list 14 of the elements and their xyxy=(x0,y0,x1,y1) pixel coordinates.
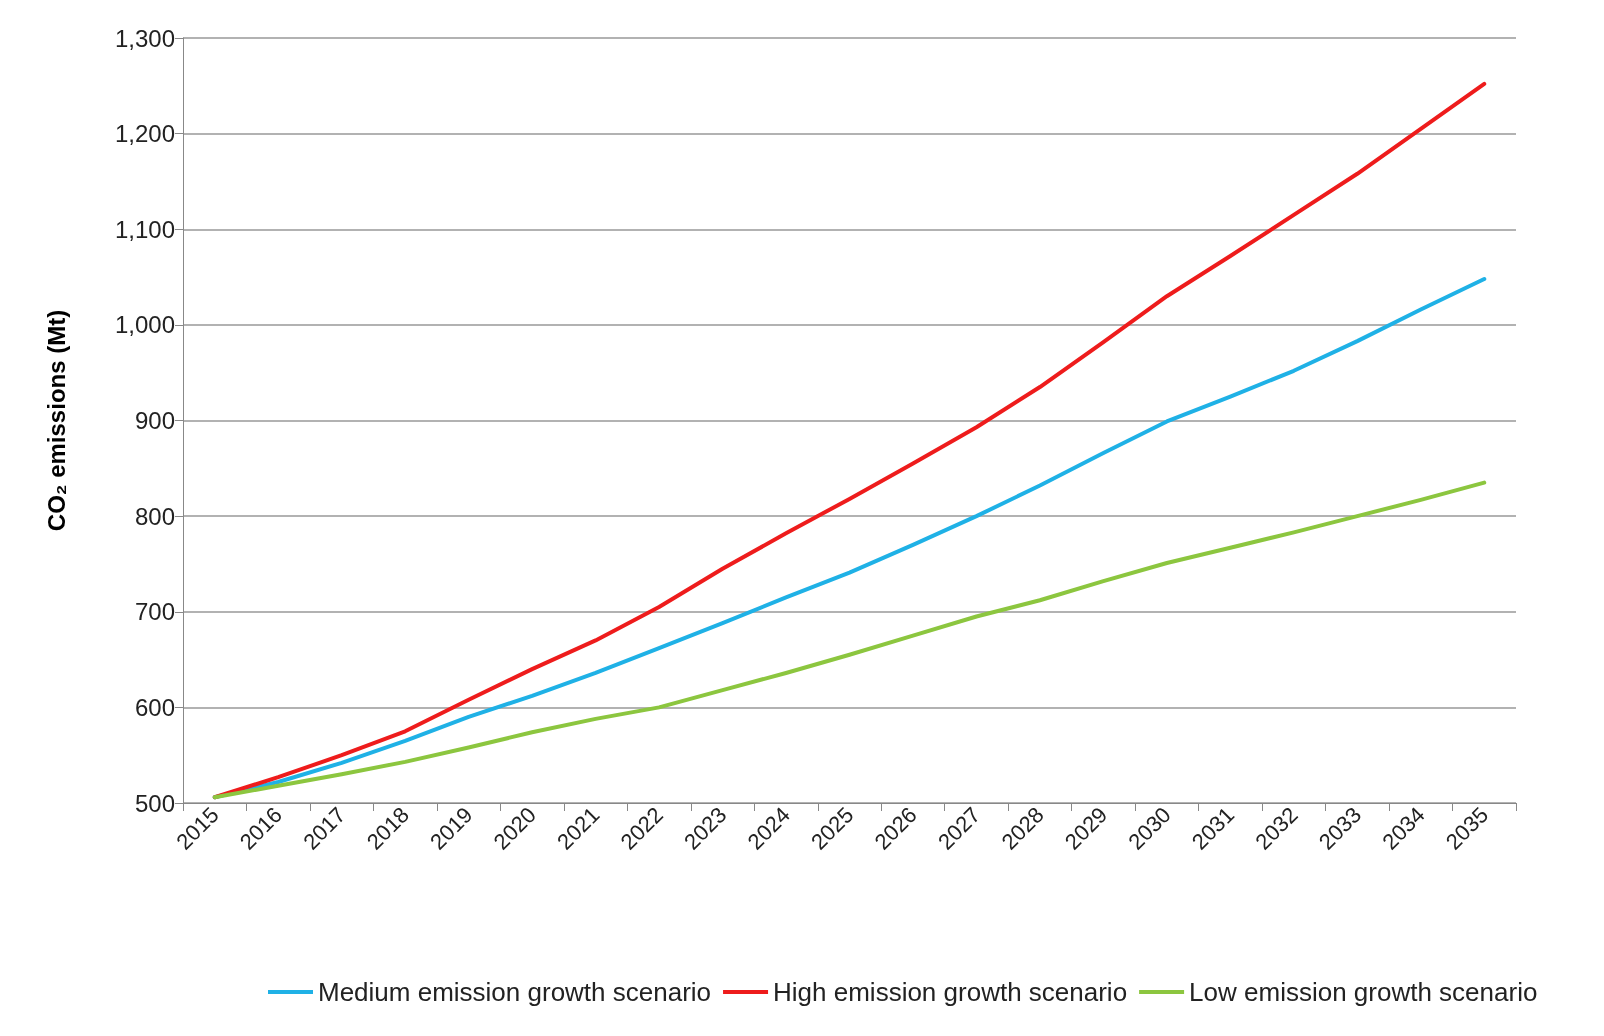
y-tick-label: 600 xyxy=(134,693,175,721)
y-tick-label: 500 xyxy=(134,789,175,817)
y-tick-label: 1,100 xyxy=(114,215,175,243)
y-tick-label: 800 xyxy=(134,502,175,530)
legend-label: Medium emission growth scenario xyxy=(318,977,712,1007)
y-tick-label: 700 xyxy=(134,598,175,626)
legend-label: Low emission growth scenario xyxy=(1189,977,1538,1007)
legend-label: High emission growth scenario xyxy=(773,977,1128,1007)
line-series xyxy=(212,480,1487,800)
y-tick-label: 1,000 xyxy=(114,311,175,339)
y-axis-title: CO₂ emissions (Mt) xyxy=(42,309,70,532)
y-tick-label: 1,300 xyxy=(114,24,175,52)
y-tick-label: 1,200 xyxy=(114,120,175,148)
y-tick-label: 900 xyxy=(134,407,175,434)
